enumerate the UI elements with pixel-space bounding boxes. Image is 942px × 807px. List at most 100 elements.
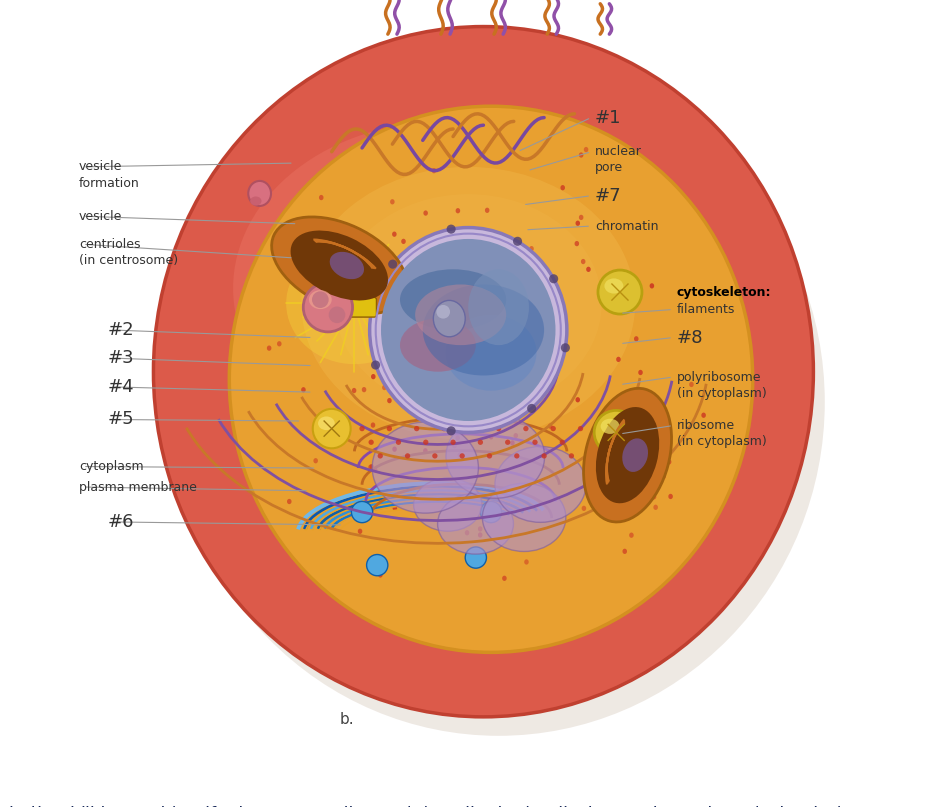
Ellipse shape [492,260,496,266]
Ellipse shape [667,459,672,465]
Ellipse shape [465,547,486,568]
Ellipse shape [349,289,353,294]
Ellipse shape [388,260,398,269]
Ellipse shape [461,247,465,252]
Ellipse shape [503,378,508,383]
Ellipse shape [452,443,457,449]
Ellipse shape [458,452,463,458]
Ellipse shape [447,426,456,436]
Ellipse shape [268,149,623,428]
Ellipse shape [516,270,520,276]
Ellipse shape [378,454,382,458]
FancyBboxPatch shape [334,287,363,307]
Ellipse shape [483,260,488,266]
Text: Using this image identify the 8 organelles and describe in detail what each one : Using this image identify the 8 organell… [9,805,872,807]
Ellipse shape [435,276,502,331]
Ellipse shape [485,207,490,213]
Text: b.: b. [339,712,354,726]
Ellipse shape [357,512,362,517]
Ellipse shape [534,274,539,279]
Ellipse shape [524,559,528,565]
Ellipse shape [486,402,491,408]
Ellipse shape [371,422,375,428]
Ellipse shape [392,232,397,236]
Ellipse shape [318,416,334,430]
Ellipse shape [549,274,559,283]
Ellipse shape [690,382,693,387]
Ellipse shape [560,440,565,445]
Ellipse shape [575,241,579,246]
Text: cytoskeleton:: cytoskeleton: [677,286,771,299]
Ellipse shape [358,529,363,534]
Ellipse shape [491,369,495,374]
Ellipse shape [502,575,507,581]
Ellipse shape [605,278,624,294]
Ellipse shape [405,454,410,458]
Ellipse shape [438,374,442,379]
Ellipse shape [523,426,528,431]
Ellipse shape [667,443,672,448]
Ellipse shape [415,284,506,345]
Ellipse shape [423,284,544,375]
Ellipse shape [487,327,492,332]
Ellipse shape [455,435,460,441]
Ellipse shape [382,385,386,390]
Ellipse shape [638,424,642,429]
Ellipse shape [369,307,374,312]
Ellipse shape [639,370,642,375]
Ellipse shape [432,454,437,458]
Ellipse shape [362,387,366,392]
Ellipse shape [378,572,382,578]
Ellipse shape [330,296,334,301]
Ellipse shape [458,353,463,359]
Ellipse shape [154,27,813,717]
Ellipse shape [489,434,494,440]
Ellipse shape [584,147,589,153]
Ellipse shape [486,416,491,420]
Ellipse shape [481,318,486,323]
Text: cytoplasm: cytoplasm [79,460,144,473]
Ellipse shape [414,426,419,431]
Ellipse shape [445,270,448,274]
Ellipse shape [601,419,620,434]
Ellipse shape [629,533,634,537]
Ellipse shape [463,311,468,316]
Ellipse shape [371,374,376,379]
Ellipse shape [596,407,659,504]
Ellipse shape [233,121,658,455]
Ellipse shape [321,221,326,227]
Text: #8: #8 [677,328,704,346]
Ellipse shape [428,302,432,307]
Ellipse shape [583,388,672,522]
Ellipse shape [351,501,373,523]
Ellipse shape [314,458,318,463]
Ellipse shape [382,314,387,320]
Ellipse shape [229,107,753,652]
Ellipse shape [495,426,501,431]
Ellipse shape [520,374,524,379]
Ellipse shape [351,388,356,393]
Ellipse shape [661,474,666,479]
Ellipse shape [466,366,471,371]
Ellipse shape [480,335,485,341]
Ellipse shape [304,177,587,399]
Ellipse shape [410,261,481,316]
Ellipse shape [478,440,483,445]
Ellipse shape [301,387,306,392]
Ellipse shape [290,231,388,300]
Ellipse shape [623,549,627,554]
Ellipse shape [522,358,527,364]
Ellipse shape [360,426,365,431]
Ellipse shape [569,454,574,458]
Ellipse shape [339,205,552,372]
Text: (in cytoplasm): (in cytoplasm) [677,435,767,448]
Text: centrioles: centrioles [79,238,140,251]
Ellipse shape [576,397,580,403]
Ellipse shape [655,458,659,464]
Text: plasma membrane: plasma membrane [79,480,197,494]
Ellipse shape [654,504,658,510]
Text: pore: pore [595,161,623,174]
Ellipse shape [330,252,364,279]
Ellipse shape [286,243,423,364]
Ellipse shape [548,424,552,429]
